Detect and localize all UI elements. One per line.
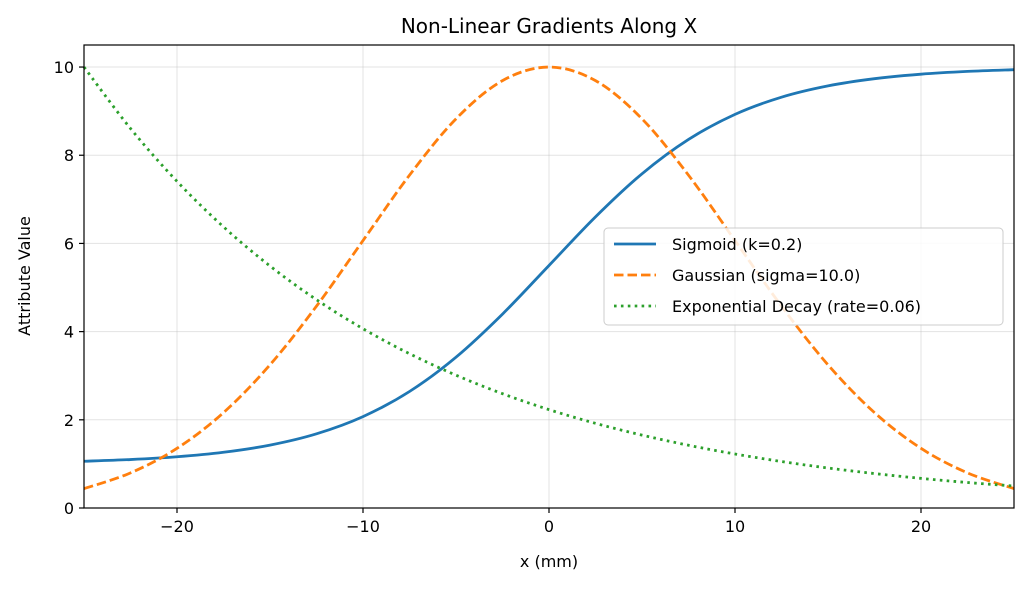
y-tick-label: 8	[64, 146, 74, 165]
y-tick-label: 0	[64, 499, 74, 518]
x-tick-label: 0	[544, 517, 554, 536]
legend: Sigmoid (k=0.2) Gaussian (sigma=10.0) Expo…	[603, 227, 1004, 326]
legend-label: Sigmoid (k=0.2)	[672, 235, 802, 254]
legend-label: Exponential Decay (rate=0.06)	[672, 297, 921, 316]
series-lines	[82, 65, 1015, 490]
series-line-2	[83, 65, 1015, 490]
x-tick-label: −20	[160, 517, 194, 536]
chart-title: Non-Linear Gradients Along X	[401, 14, 698, 38]
x-axis-label: x (mm)	[520, 552, 578, 571]
y-axis-label: Attribute Value	[15, 216, 34, 336]
x-tick-label: −10	[346, 517, 380, 536]
series-line-3	[82, 66, 1015, 488]
series-line-1	[83, 68, 1015, 463]
legend-box	[603, 227, 1004, 326]
x-tick-label: 10	[725, 517, 745, 536]
y-tick-label: 10	[54, 58, 74, 77]
x-tick-label: 20	[911, 517, 931, 536]
legend-label: Gaussian (sigma=10.0)	[672, 266, 860, 285]
y-tick-label: 6	[64, 234, 74, 253]
y-tick-label: 4	[64, 323, 74, 342]
y-tick-label: 2	[64, 411, 74, 430]
ticks: −20 −10 0 10 20 0 2 4 6 8 10	[54, 58, 932, 536]
